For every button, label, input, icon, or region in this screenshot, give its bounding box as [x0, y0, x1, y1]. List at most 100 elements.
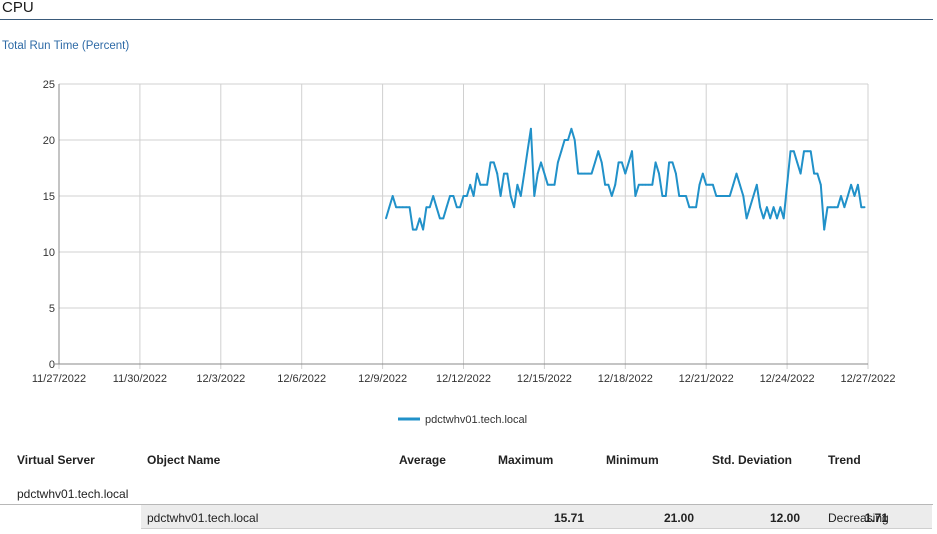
y-tick-label: 10	[43, 247, 55, 259]
data-point	[749, 206, 751, 209]
data-point	[786, 183, 788, 186]
data-point	[833, 206, 836, 209]
data-point	[830, 206, 832, 209]
x-tick-label: 12/27/2022	[840, 373, 895, 385]
data-point	[472, 195, 475, 197]
data-point	[395, 206, 397, 209]
data-point	[789, 150, 792, 153]
data-point	[675, 172, 677, 175]
y-tick-label: 20	[43, 135, 55, 147]
data-point	[850, 183, 852, 186]
data-point	[863, 206, 866, 209]
x-tick-label: 11/30/2022	[113, 373, 167, 385]
group-virtual-server: pdctwhv01.tech.local	[17, 487, 129, 501]
data-point	[654, 161, 657, 164]
data-point	[570, 127, 573, 130]
cell-std-deviation: 1.71	[864, 511, 888, 525]
data-point	[792, 150, 795, 153]
data-point	[826, 206, 829, 209]
x-tick-label: 12/9/2022	[358, 373, 407, 385]
data-point	[408, 206, 411, 209]
data-point	[701, 172, 704, 175]
data-point	[691, 206, 694, 209]
data-point	[627, 161, 630, 164]
data-point	[617, 161, 620, 164]
data-point	[462, 195, 465, 197]
data-point	[661, 195, 664, 197]
data-point	[604, 183, 606, 186]
x-tick-label: 12/3/2022	[196, 373, 245, 385]
data-point	[671, 161, 674, 164]
data-point	[782, 217, 785, 220]
data-point	[432, 195, 435, 197]
data-point	[597, 150, 600, 153]
data-point	[499, 195, 502, 197]
cell-maximum: 21.00	[663, 511, 694, 525]
data-point	[445, 206, 448, 209]
section-title: CPU	[2, 0, 34, 16]
group-divider	[0, 504, 933, 505]
data-point	[752, 195, 755, 197]
data-point	[492, 161, 495, 164]
data-point	[840, 195, 842, 197]
data-point	[762, 217, 765, 220]
data-point	[600, 161, 603, 164]
data-point	[418, 217, 421, 220]
data-point	[698, 183, 701, 186]
data-point	[728, 195, 731, 197]
data-point	[637, 183, 640, 186]
data-point	[766, 206, 768, 209]
data-point	[533, 195, 536, 197]
table-row: pdctwhv01.tech.local 15.71 21.00 12.00 1…	[141, 505, 932, 529]
data-point	[449, 195, 451, 197]
header-average: Average	[399, 453, 446, 467]
header-maximum: Maximum	[498, 453, 554, 467]
data-point	[614, 183, 617, 186]
header-virtual-server: Virtual Server	[17, 453, 95, 467]
cell-average: 15.71	[553, 511, 584, 525]
data-point	[590, 172, 593, 175]
data-point	[722, 195, 724, 197]
data-point	[405, 206, 408, 209]
data-point	[610, 195, 613, 197]
data-point	[553, 183, 556, 186]
data-point	[772, 206, 775, 209]
data-point	[853, 195, 856, 197]
data-point	[641, 183, 644, 186]
data-point	[648, 183, 650, 186]
data-point	[516, 183, 519, 186]
data-point	[769, 217, 772, 220]
data-point	[422, 228, 424, 231]
data-point	[718, 195, 721, 197]
data-point	[819, 183, 822, 186]
data-point	[459, 206, 461, 209]
data-point	[577, 172, 579, 175]
data-point	[540, 161, 542, 164]
data-point	[755, 183, 758, 186]
data-point	[668, 161, 670, 164]
x-tick-label: 11/27/2022	[32, 373, 86, 385]
data-point	[519, 195, 522, 197]
section-divider	[0, 19, 933, 20]
cell-minimum: 12.00	[769, 511, 800, 525]
cpu-line-chart: 0 5 10 15 20 25 11/27/2022 11/30/2022 12/3/2022 1…	[32, 79, 896, 426]
data-point	[836, 206, 839, 209]
data-point	[745, 217, 748, 220]
data-point	[779, 206, 782, 209]
data-point	[796, 161, 799, 164]
data-point	[503, 172, 505, 175]
data-point	[651, 183, 654, 186]
data-point	[658, 172, 660, 175]
data-point	[398, 206, 401, 209]
data-point	[587, 172, 590, 175]
data-point	[557, 161, 559, 164]
data-point	[644, 183, 647, 186]
data-point	[843, 206, 846, 209]
data-point	[580, 172, 583, 175]
data-point	[803, 150, 805, 153]
x-tick-label: 12/18/2022	[598, 373, 653, 385]
data-point	[469, 183, 472, 186]
x-tick-label: 12/12/2022	[436, 373, 491, 385]
data-point	[857, 183, 859, 186]
data-point	[523, 172, 526, 175]
